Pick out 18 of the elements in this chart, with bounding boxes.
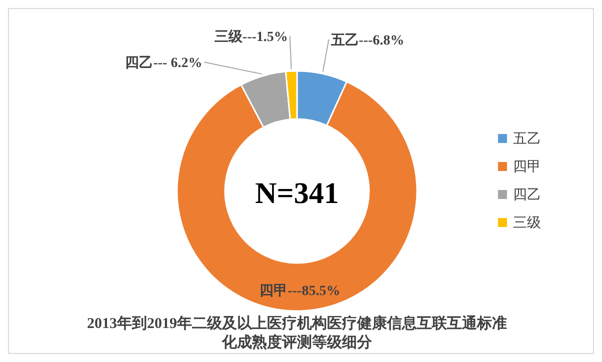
legend-label: 五乙 (513, 132, 541, 147)
text: --- (288, 284, 302, 299)
data-label: 6.2% (170, 56, 202, 72)
text: N=341 (255, 177, 339, 210)
legend-label: 四乙 (513, 188, 541, 203)
data-label: 85.5% (302, 284, 340, 299)
slice-label: 五乙 (330, 32, 359, 48)
slice-label: 四甲 (260, 282, 288, 299)
text: --- (358, 33, 373, 48)
text: --- (242, 30, 256, 46)
legend-label: 三级 (513, 215, 541, 231)
data-label: 1.5% (256, 30, 288, 46)
category-label: 三级 (214, 30, 242, 46)
legend-label: 四甲 (513, 160, 541, 175)
text: --- (153, 56, 168, 72)
category-label: 四乙 (125, 56, 154, 72)
data-label: 6.8% (372, 33, 404, 48)
text: 2013年到2019年二级及以上医疗机构医疗健康信息互联互通标准化成熟度评测等级细分 (87, 314, 507, 351)
